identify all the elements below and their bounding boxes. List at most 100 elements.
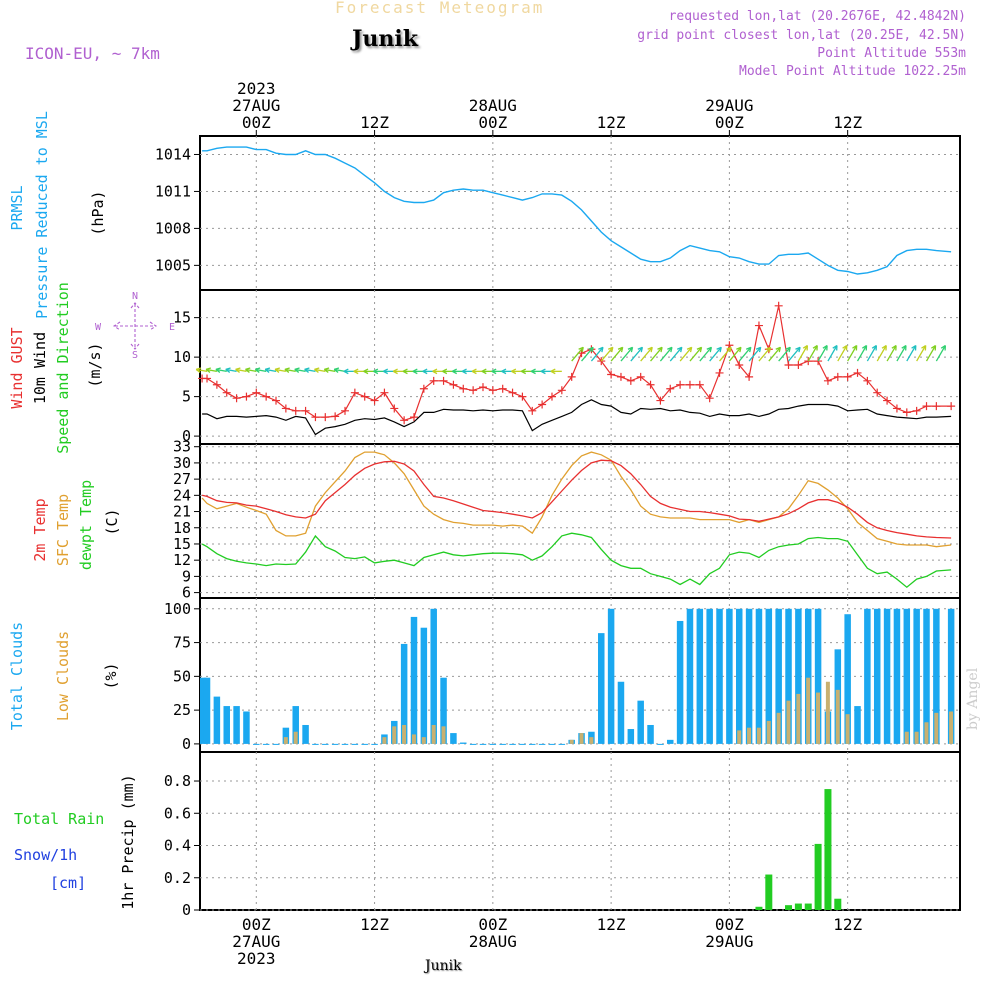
total-cloud-bar — [292, 706, 299, 744]
total-cloud-bar — [696, 608, 704, 744]
gust-marker — [597, 357, 606, 366]
total-cloud-bar — [765, 608, 773, 744]
wind-unit: (m/s) — [86, 342, 104, 387]
total-cloud-bar — [735, 608, 743, 744]
total-cloud-bar — [282, 727, 290, 744]
low-cloud-bar — [835, 689, 840, 744]
gust-marker — [616, 372, 625, 381]
total-cloud-bar — [893, 608, 901, 744]
y-tick-label: 18 — [173, 519, 191, 537]
temp-unit: (C) — [103, 508, 121, 535]
wind-direction-arrowhead — [852, 344, 858, 351]
wind-direction-arrowhead — [706, 346, 713, 353]
meteogram-title: Forecast Meteogram — [335, 0, 545, 17]
wind-direction-arrow — [788, 346, 801, 362]
panel-frame — [199, 289, 961, 445]
total-cloud-bar — [775, 608, 782, 744]
wind-direction-arrow — [225, 368, 237, 372]
total-cloud-bar — [331, 743, 339, 745]
gust-marker — [557, 386, 566, 395]
top-time-label: 27AUG — [232, 96, 280, 115]
top-time-label: 12Z — [597, 113, 626, 132]
wind-direction-arrow — [324, 368, 336, 372]
wind-direction-arrowhead — [343, 368, 349, 375]
compass-rose-icon — [113, 302, 157, 350]
gust-marker — [833, 372, 842, 381]
wind-direction-arrow — [610, 346, 624, 362]
wind-direction-arrowhead — [647, 346, 653, 353]
total-cloud-bar — [351, 743, 359, 745]
y-tick-label: 75 — [173, 634, 191, 652]
total-cloud-bar — [469, 743, 477, 745]
wind-direction-arrow — [748, 346, 762, 362]
total-cloud-bar — [479, 743, 487, 745]
total-cloud-bar — [400, 643, 408, 744]
rain-bar — [824, 789, 832, 910]
gust-marker — [212, 380, 221, 389]
total-cloud-bar — [529, 743, 536, 745]
wind-label: 10m Wind — [31, 332, 49, 404]
wind-direction-arrow — [817, 345, 828, 362]
gust-marker — [932, 402, 941, 411]
gust-marker — [863, 376, 872, 385]
wind-direction-arrowhead — [832, 344, 838, 351]
total-cloud-bar — [598, 633, 605, 744]
low-cloud-bar — [431, 724, 436, 744]
low-cloud-bar — [569, 739, 574, 744]
gust-marker — [656, 396, 665, 405]
gust-marker — [715, 368, 724, 377]
gust-marker — [370, 396, 379, 405]
wind-direction-arrow — [679, 346, 693, 362]
wind-direction-arrowhead — [402, 368, 408, 375]
total-cloud-bar — [460, 742, 467, 744]
wind-direction-arrowhead — [333, 367, 340, 373]
total-cloud-bar — [647, 724, 654, 744]
y-tick-label: 0.4 — [164, 837, 191, 855]
wind-direction-arrow — [837, 345, 848, 362]
gust-marker — [242, 392, 251, 401]
snow-unit-label: [cm] — [50, 874, 87, 892]
total-cloud-bar — [627, 729, 635, 744]
wind-direction-arrow — [245, 368, 257, 372]
gust-marker — [685, 380, 694, 389]
y-tick-label: 0.6 — [164, 804, 191, 822]
wind-direction-arrow — [689, 346, 703, 362]
total-cloud-bar — [864, 608, 871, 744]
side-labels: PRMSL Pressure Reduced to MSL (hPa) Wind GU… — [8, 111, 175, 910]
gust-marker — [439, 376, 448, 385]
gust-marker — [272, 396, 281, 405]
low-cloud-bar — [949, 711, 954, 744]
top-time-label: 29AUG — [705, 96, 753, 115]
bottom-time-label: 00Z — [715, 915, 744, 934]
rain-bar — [785, 905, 793, 910]
y-tick-label: 0 — [182, 427, 191, 445]
wind-direction-arrowhead — [540, 368, 546, 375]
total-cloud-bar — [312, 743, 319, 745]
wind-direction-arrow — [294, 368, 306, 372]
gust-marker — [291, 406, 300, 415]
wind-direction-arrowhead — [471, 368, 477, 375]
gust-marker — [547, 392, 556, 401]
wind-direction-arrow — [778, 346, 791, 362]
total-cloud-bar — [341, 743, 349, 745]
wind-direction-arrowhead — [578, 346, 584, 353]
wind-direction-arrowhead — [676, 346, 683, 353]
wind-direction-arrow — [738, 346, 752, 362]
wind-direction-arrow — [807, 345, 818, 362]
low-cloud-bar — [924, 722, 929, 744]
total-cloud-bar — [243, 711, 250, 744]
wind-speed-line — [202, 399, 952, 436]
bottom-time-label: 28AUG — [469, 932, 517, 951]
gust-marker — [843, 372, 852, 381]
wind-direction-arrowhead — [264, 367, 271, 373]
total-cloud-bar — [947, 608, 955, 744]
low-cloud-bar — [776, 712, 781, 744]
wind-direction-arrow — [827, 345, 838, 362]
wind-direction-arrowhead — [911, 344, 917, 351]
gust-marker — [311, 413, 320, 422]
precip-unit: 1hr Precip (mm) — [119, 774, 137, 909]
top-time-label: 12Z — [360, 113, 389, 132]
low-cloud-bar — [934, 712, 939, 744]
wind-direction-arrowhead — [755, 346, 762, 353]
wind-direction-arrowhead — [598, 346, 604, 353]
